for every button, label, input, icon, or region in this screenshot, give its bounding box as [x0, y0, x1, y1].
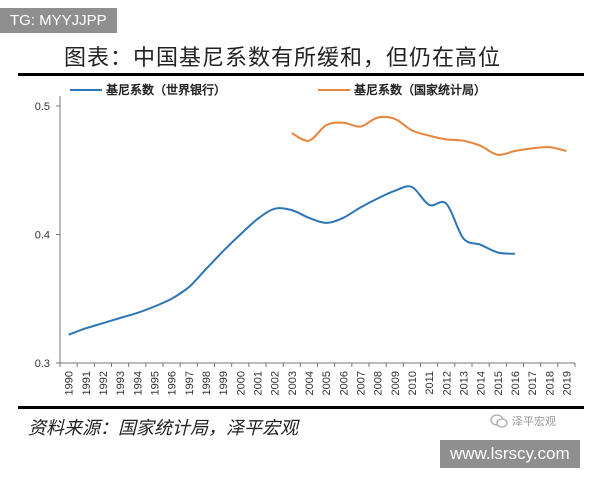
x-tick-label: 2018 — [544, 371, 556, 395]
y-tick-label: 0.4 — [35, 230, 50, 242]
y-axis: 0.3 0.4 0.5 — [35, 96, 61, 370]
x-tick-label: 1992 — [98, 371, 110, 395]
x-tick-label: 2010 — [407, 371, 419, 395]
chart-legend: 基尼系数（世界银行） 基尼系数（国家统计局） — [70, 82, 486, 97]
x-tick-label: 1993 — [115, 371, 127, 395]
x-tick-label: 1996 — [167, 371, 179, 395]
wechat-icon — [490, 414, 508, 428]
x-tick-label: 2014 — [476, 371, 488, 395]
gini-line-chart: 基尼系数（世界银行） 基尼系数（国家统计局） 0.3 0.4 0.5 1990 1991… — [35, 82, 576, 395]
x-tick-label: 2011 — [424, 371, 436, 395]
series-lines — [68, 115, 567, 336]
brand-watermark: 泽平宏观 — [490, 408, 556, 434]
series-line-1 — [291, 115, 567, 156]
x-tick-label: 2005 — [321, 371, 333, 395]
x-tick-label: 2015 — [493, 371, 505, 395]
x-tick-label: 2017 — [527, 371, 539, 395]
x-tick-label: 1997 — [184, 371, 196, 395]
x-tick-label: 2003 — [287, 371, 299, 395]
y-tick-label: 0.3 — [35, 358, 50, 370]
tg-watermark-label: TG: MYYJJPP — [0, 8, 117, 33]
x-tick-label: 2007 — [355, 371, 367, 395]
figure-title: 图表：中国基尼系数有所缓和，但仍在高位 — [64, 46, 502, 71]
x-tick-label: 2008 — [373, 371, 385, 395]
y-tick-label: 0.5 — [35, 101, 50, 113]
brand-watermark-text: 泽平宏观 — [512, 415, 556, 428]
legend-label-1: 基尼系数（国家统计局） — [353, 82, 486, 97]
x-tick-label: 1991 — [81, 371, 93, 395]
x-tick-label: 1998 — [201, 371, 213, 395]
x-tick-label: 2006 — [338, 371, 350, 395]
x-tick-label: 2009 — [390, 371, 402, 395]
legend-label-0: 基尼系数（世界银行） — [105, 82, 226, 97]
series-line-0 — [68, 185, 515, 336]
x-tick-label: 2000 — [235, 371, 247, 395]
top-rule — [18, 73, 584, 76]
x-tick-label: 2013 — [458, 371, 470, 395]
source-note: 资料来源：国家统计局，泽平宏观 — [28, 418, 298, 439]
x-tick-label: 1990 — [64, 371, 76, 395]
x-tick-label: 2002 — [270, 371, 282, 395]
x-tick-label: 2001 — [252, 371, 264, 395]
x-tick-label: 1994 — [132, 371, 144, 395]
x-tick-label: 2019 — [561, 371, 573, 395]
x-tick-label: 2016 — [510, 371, 522, 395]
x-tick-label: 2012 — [441, 371, 453, 395]
x-axis: 1990 1991 1992 1993 1994 1995 1996 1997 1998 1999… — [59, 362, 576, 395]
site-url-watermark: www.lsrscy.com — [440, 440, 580, 468]
bottom-rule — [18, 406, 584, 409]
x-tick-label: 1999 — [218, 371, 230, 395]
x-tick-label: 2004 — [304, 371, 316, 395]
x-tick-label: 1995 — [149, 371, 161, 395]
